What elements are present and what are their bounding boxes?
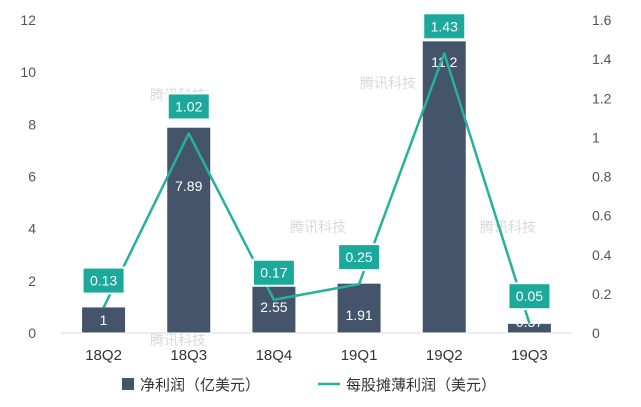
eps-line: [102, 52, 531, 324]
net-profit-bar-label: 1: [100, 312, 108, 328]
watermark-text: 腾讯科技: [150, 332, 206, 349]
eps-label-series: 0.13 1.02 0.17 0.25 1.43 0.05: [81, 12, 552, 311]
y-axis-right: 0 0.2 0.4 0.6 0.8 1 1.2 1.4 1.6: [592, 12, 612, 341]
eps-point-label: 0.13: [90, 273, 117, 289]
bar-series: [81, 40, 552, 334]
eps-point-label: 1.43: [431, 18, 458, 34]
y-right-tick-label: 0.2: [592, 286, 612, 302]
y-right-tick-label: 0.6: [592, 208, 612, 224]
y-left-tick-label: 4: [28, 221, 36, 237]
eps-point-label: 1.02: [175, 98, 202, 114]
x-axis-category-label: 19Q3: [511, 347, 548, 364]
watermark-text: 腾讯科技: [480, 219, 536, 236]
legend: 净利润（亿美元） 每股摊薄利润（美元）: [122, 376, 496, 394]
x-axis-category-label: 18Q3: [170, 347, 207, 364]
eps-label-box: [251, 258, 296, 287]
eps-point-label: 0.17: [260, 265, 287, 281]
legend-line-label: 每股摊薄利润（美元）: [346, 376, 496, 394]
watermark-text: 腾讯科技: [360, 75, 416, 92]
y-right-tick-label: 1.6: [592, 12, 612, 28]
y-right-tick-label: 0.4: [592, 247, 612, 263]
net-profit-bar-label: 2.55: [260, 299, 287, 315]
eps-point-label: 0.05: [516, 288, 543, 304]
y-right-tick-label: 1: [592, 129, 600, 145]
y-axis-left: 0 2 4 6 8 10 12: [20, 12, 36, 341]
eps-label-box: [422, 12, 467, 41]
y-right-tick-label: 0.8: [592, 169, 612, 185]
net-profit-bar-label: 1.91: [345, 307, 372, 323]
net-profit-bar: [506, 322, 552, 334]
y-right-tick-label: 1.4: [592, 51, 612, 67]
legend-bar-label: 净利润（亿美元）: [140, 376, 260, 394]
watermark-layer: 腾讯科技腾讯科技腾讯科技腾讯科技腾讯科技: [150, 75, 536, 349]
y-right-tick-label: 0: [592, 325, 600, 341]
x-axis-category-label: 18Q2: [85, 347, 122, 364]
legend-bar-swatch: [122, 378, 134, 390]
net-profit-bar-label: 7.89: [175, 178, 202, 194]
eps-label-box: [81, 266, 126, 295]
eps-label-box: [507, 282, 552, 311]
eps-label-box: [166, 92, 211, 121]
net-profit-bar: [166, 126, 212, 334]
y-left-tick-label: 6: [28, 169, 36, 185]
y-left-tick-label: 0: [28, 325, 36, 341]
y-left-tick-label: 12: [20, 12, 36, 28]
eps-point-label: 0.25: [345, 249, 372, 265]
eps-label-box: [337, 243, 382, 272]
x-axis-category-label: 19Q1: [341, 347, 378, 364]
y-left-tick-label: 8: [28, 116, 36, 132]
net-profit-bar-label: 11.2: [431, 54, 457, 70]
x-axis-category-label: 19Q2: [426, 347, 463, 364]
watermark-text: 腾讯科技: [290, 219, 346, 236]
y-right-tick-label: 1.2: [592, 90, 612, 106]
net-profit-bar: [81, 306, 127, 334]
y-left-tick-label: 2: [28, 273, 36, 289]
x-axis-categories: 18Q2 18Q3 18Q4 19Q1 19Q2 19Q3: [85, 347, 548, 364]
net-profit-bar: [421, 40, 467, 334]
y-left-tick-label: 10: [20, 64, 36, 80]
x-axis-category-label: 18Q4: [256, 347, 293, 364]
